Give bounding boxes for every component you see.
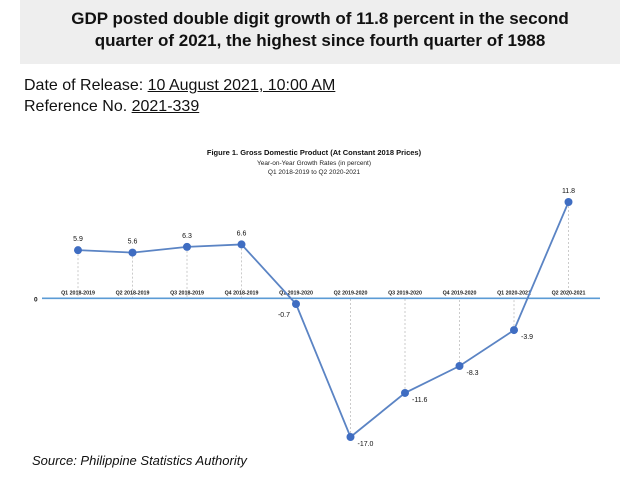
data-point xyxy=(128,248,137,257)
category-label: Q1 2018-2019 xyxy=(61,290,95,296)
data-point xyxy=(292,299,300,308)
plot-area: 0 Q1 2018-2019 Q2 2018-2019 Q3 2018-2019 Q4 … xyxy=(34,188,600,448)
reference-label: Reference No. xyxy=(24,98,132,115)
reference-number: Reference No. 2021-339 xyxy=(24,97,199,117)
data-label: -8.3 xyxy=(467,370,479,377)
data-point xyxy=(183,242,191,251)
reference-value: 2021-339 xyxy=(131,98,200,115)
data-label: -3.9 xyxy=(521,334,533,341)
data-label: 6.3 xyxy=(182,233,192,240)
headline-box: GDP posted double digit growth of 11.8 p… xyxy=(20,0,620,64)
data-label: -0.7 xyxy=(278,312,290,319)
data-point xyxy=(74,246,82,255)
data-label: 5.9 xyxy=(73,236,83,243)
release-date: Date of Release: 10 August 2021, 10:00 A… xyxy=(24,76,335,96)
category-label: Q2 2018-2019 xyxy=(116,290,150,296)
source-note: Source: Philippine Statistics Authority xyxy=(32,453,247,468)
data-label: -17.0 xyxy=(358,441,374,448)
headline-line-1: GDP posted double digit growth of 11.8 p… xyxy=(71,9,569,28)
release-date-label: Date of Release: xyxy=(24,77,148,94)
data-point xyxy=(510,326,518,335)
data-label: 5.6 xyxy=(128,239,138,246)
category-label: Q2 2019-2020 xyxy=(334,290,368,296)
category-label: Q2 2020-2021 xyxy=(552,290,586,296)
category-label: Q3 2019-2020 xyxy=(388,290,422,296)
gdp-growth-chart: Figure 1. Gross Domestic Product (At Con… xyxy=(34,148,600,448)
release-date-value: 10 August 2021, 10:00 AM xyxy=(147,77,336,94)
data-point xyxy=(401,388,409,397)
category-label: Q1 2020-2021 xyxy=(497,290,531,296)
data-point xyxy=(237,240,246,249)
data-point xyxy=(346,433,355,441)
series-line xyxy=(77,201,570,439)
data-label: -11.6 xyxy=(412,397,428,404)
data-point xyxy=(455,362,464,371)
headline-line-2: quarter of 2021, the highest since fourt… xyxy=(94,31,546,50)
category-label: Q1 2019-2020 xyxy=(279,290,313,296)
category-label: Q4 2019-2020 xyxy=(443,290,477,296)
category-label: Q4 2018-2019 xyxy=(225,290,259,296)
zero-tick-label: 0 xyxy=(34,296,38,303)
chart-title: Figure 1. Gross Domestic Product (At Con… xyxy=(207,148,422,157)
category-label: Q3 2018-2019 xyxy=(170,290,204,296)
chart-period: Q1 2018-2019 to Q2 2020-2021 xyxy=(268,169,361,176)
data-label: 6.6 xyxy=(237,230,247,237)
data-label: 11.8 xyxy=(562,188,575,195)
data-point xyxy=(564,198,573,206)
chart-subtitle: Year-on-Year Growth Rates (in percent) xyxy=(257,160,371,167)
